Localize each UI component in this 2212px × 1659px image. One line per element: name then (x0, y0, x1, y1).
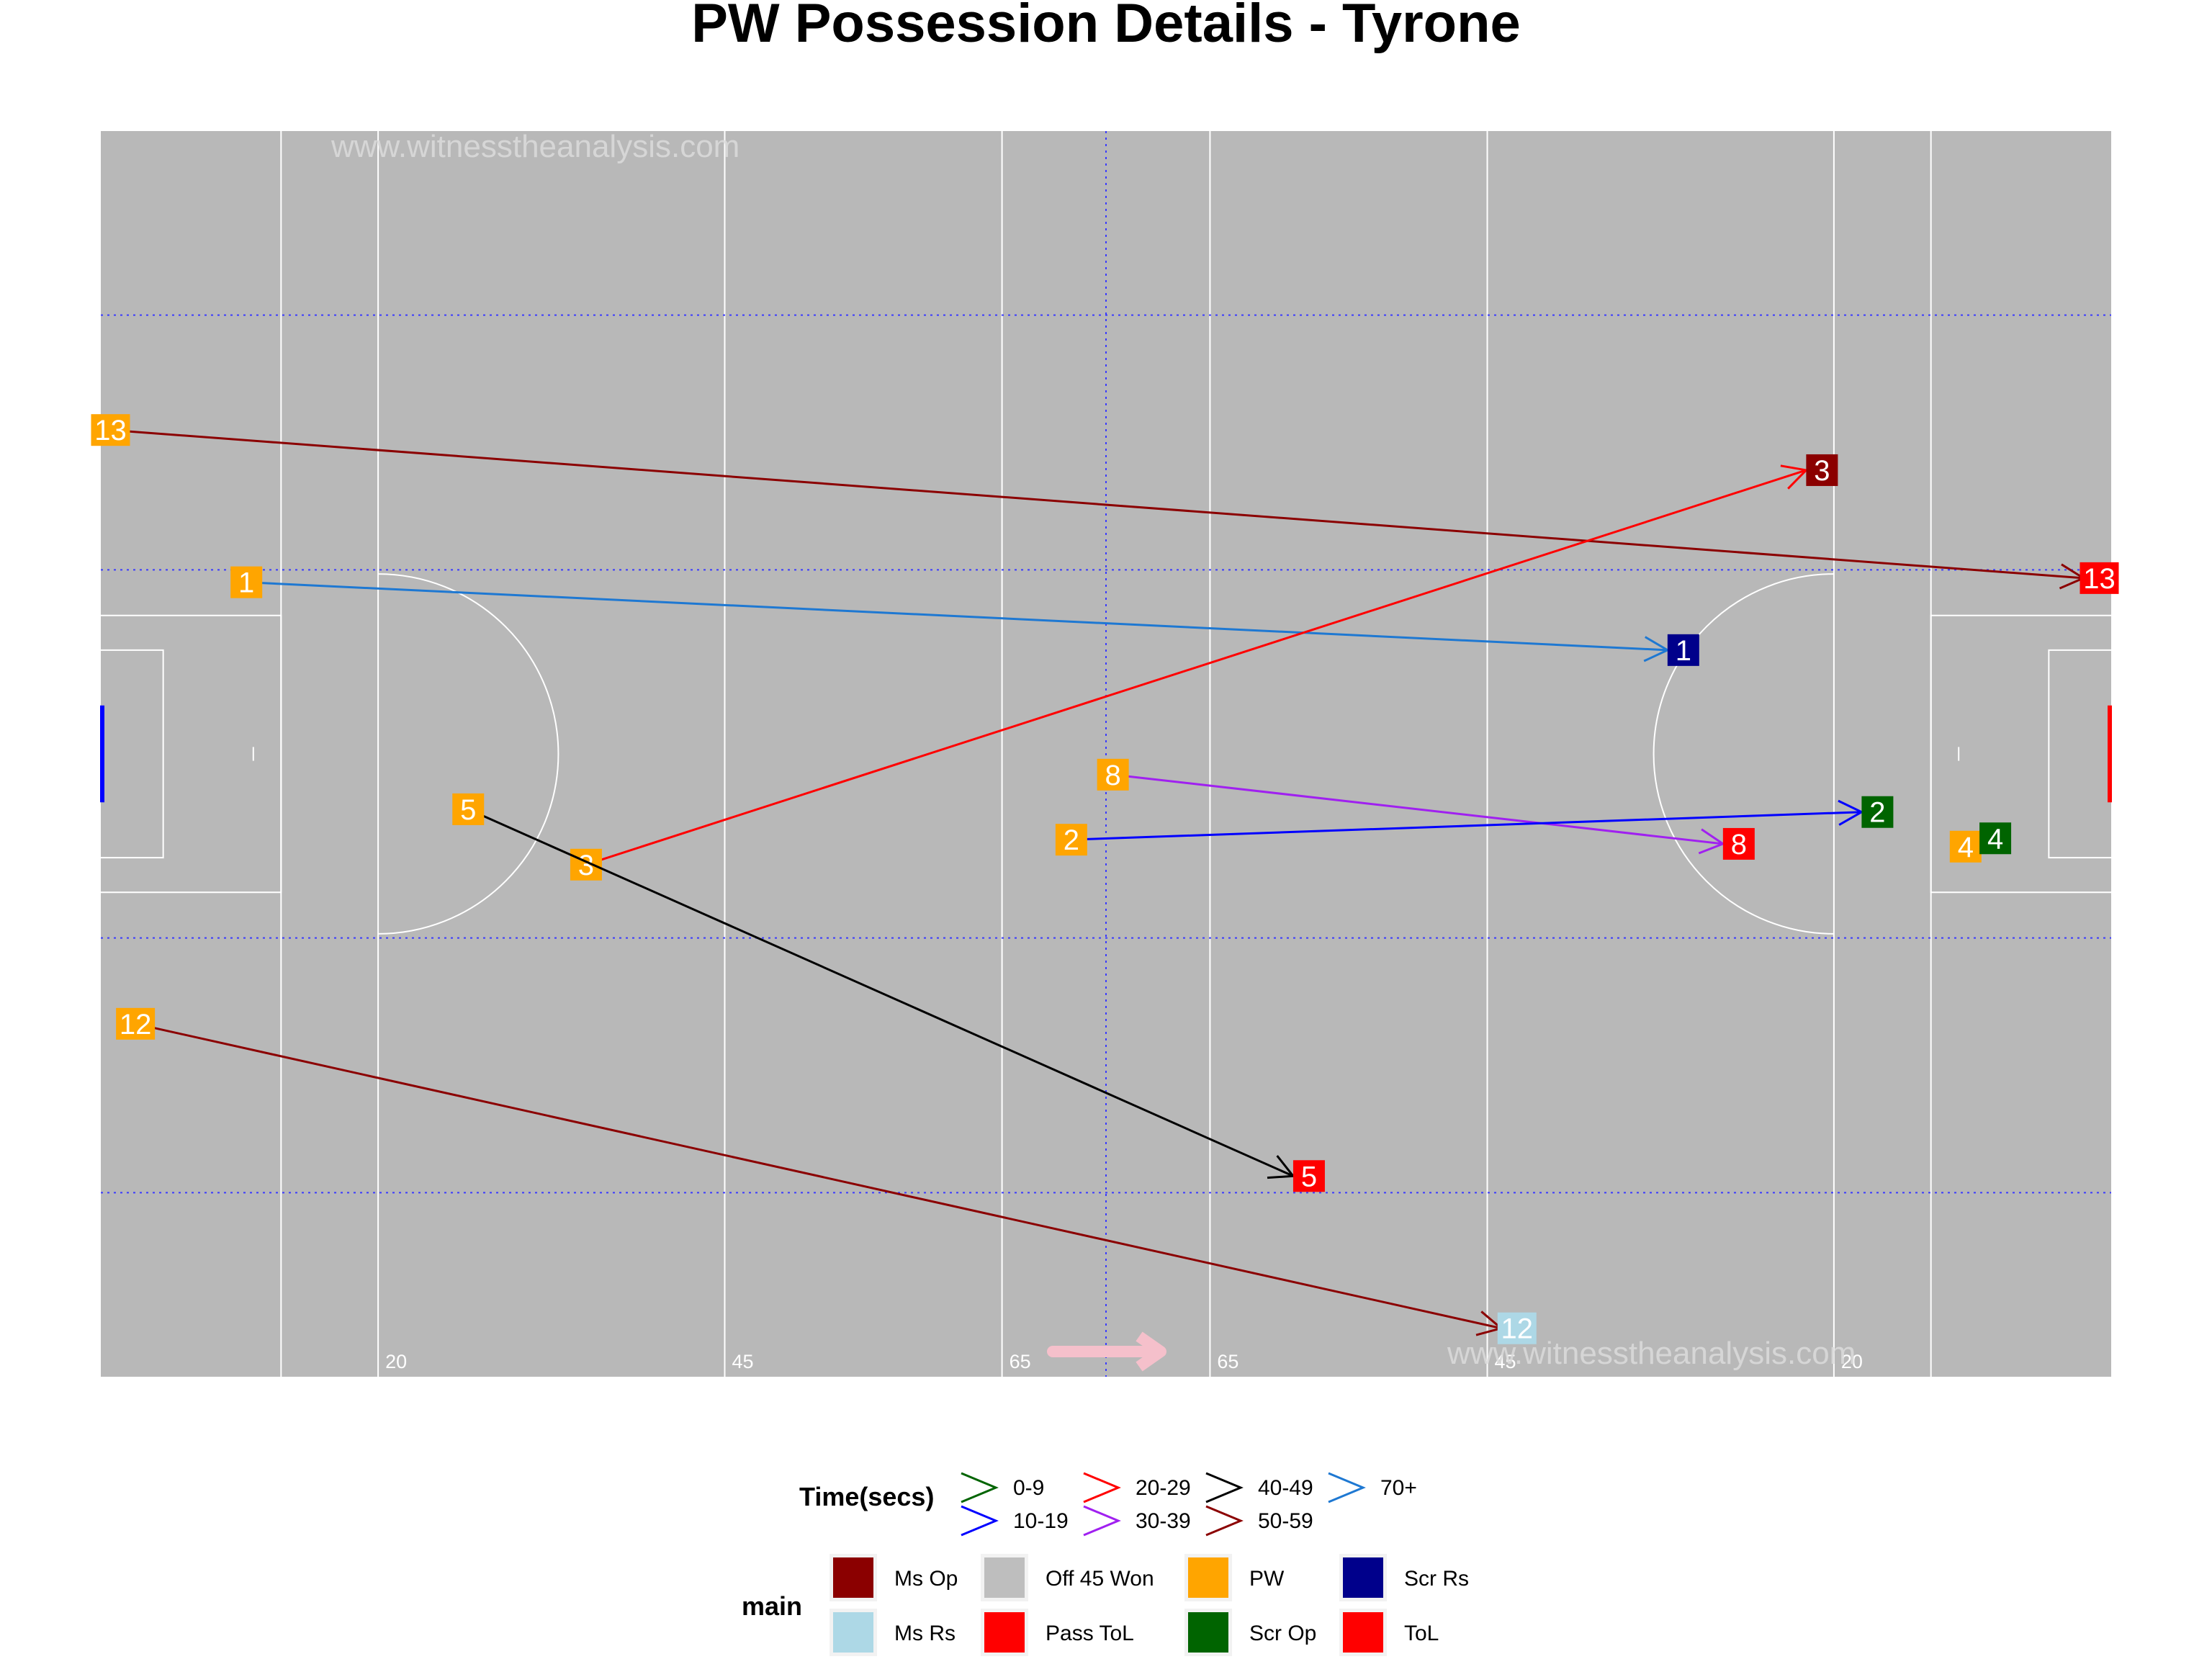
legend-time-key (961, 1505, 999, 1537)
legend-main-label: Ms Rs (894, 1622, 956, 1645)
legend-time-label: 50-59 (1258, 1509, 1313, 1533)
possession-start-marker-box (116, 1007, 156, 1040)
possession-end-marker-label: 5 (1301, 1161, 1317, 1192)
legend-time-label: 0-9 (1013, 1476, 1044, 1500)
possession-end-marker-label: 8 (1731, 829, 1747, 860)
legend-main-key (984, 1557, 1025, 1598)
possession-start-marker-label: 2 (1064, 824, 1079, 856)
legend-main-label: PW (1249, 1567, 1285, 1591)
possession-end-marker-label: 13 (2083, 563, 2116, 595)
pitch-marking-label: 45 (1495, 1351, 1516, 1372)
legend-time-key (1083, 1505, 1121, 1537)
possession-start-marker-label: 4 (1958, 832, 1974, 863)
legend-time-label: 20-29 (1136, 1476, 1191, 1500)
possession-start-marker-box (570, 848, 602, 881)
legend-main-label: Scr Op (1249, 1622, 1316, 1645)
large-rect-right (1930, 614, 2111, 894)
possession-end-marker-box (1667, 634, 1699, 666)
possession-start-marker-label: 8 (1105, 760, 1121, 791)
legend-time-label: 70+ (1380, 1476, 1417, 1500)
possession-end-marker-box (1861, 796, 1894, 828)
possession-end-marker-box (1806, 454, 1838, 486)
possession-start-marker-label: 5 (460, 794, 476, 826)
possession-start-marker-box (91, 414, 130, 446)
possession-end-marker-label: 4 (1987, 823, 2003, 855)
legend-time-key (1205, 1505, 1244, 1537)
small-rect-left (101, 649, 164, 859)
legend-main-label: Ms Op (894, 1567, 958, 1591)
possession-start-marker-box (1097, 758, 1129, 791)
direction-arrow (1047, 1331, 1166, 1372)
possession-start-marker-box (1949, 830, 1982, 863)
pitch-marking-label: 45 (732, 1351, 753, 1372)
legend-main-key (833, 1557, 873, 1598)
possession-line (135, 1022, 1502, 1330)
possession-end-marker-label: 2 (1869, 797, 1885, 829)
small-rect-right (2048, 649, 2111, 859)
legend-main-key (833, 1612, 873, 1653)
pitch-lines (100, 131, 2112, 1377)
arc-right (1653, 573, 1834, 935)
possession-start-marker-label: 13 (94, 415, 127, 446)
pitch-marking-label: 20 (385, 1351, 407, 1372)
legend-main-key (984, 1612, 1025, 1653)
pitch-labels: 20 45 65 65 45 20 (385, 1351, 1863, 1372)
possession-end-marker-box (1292, 1160, 1325, 1192)
legend-time-label: 10-19 (1013, 1509, 1069, 1533)
possession-end-marker-label: 1 (1676, 635, 1691, 667)
legend-main-label: Scr Rs (1404, 1567, 1469, 1591)
legend-main-key (1188, 1557, 1228, 1598)
possession-line (467, 808, 1294, 1177)
possession-line (585, 469, 1807, 866)
legend-time: Time(secs) 0-9 10-19 20-29 30-39 40-49 50-59 7… (799, 1472, 1417, 1537)
possession-start-marker-box (230, 566, 263, 598)
chart-title: PW Possession Details - Tyrone (691, 0, 1521, 54)
legend-time-key (1328, 1472, 1366, 1503)
legend-main-key (1188, 1612, 1228, 1653)
possession-line (110, 428, 2084, 580)
possession-start-marker-box (452, 793, 485, 825)
legend-time-key (961, 1472, 999, 1503)
possession-end-marker-box (1722, 827, 1755, 860)
possession-end-marker-label: 12 (1501, 1313, 1534, 1345)
large-rect-left (101, 614, 282, 894)
watermark-top: www.witnesstheanalysis.com (331, 129, 739, 164)
legend-main-key (1343, 1612, 1383, 1653)
legend-main: main Ms Op Ms Rs Off 45 Won Pass ToL PW Scr O… (742, 1554, 1469, 1656)
legend-time-label: 30-39 (1136, 1509, 1191, 1533)
possession-line (1112, 773, 1724, 845)
pitch-marking-label: 20 (1841, 1351, 1863, 1372)
possession-start-marker-label: 1 (238, 567, 254, 599)
possession-line (1071, 811, 1862, 841)
legend-main-label: Off 45 Won (1046, 1567, 1154, 1591)
legend-main-label: ToL (1404, 1622, 1439, 1645)
arc-left (378, 573, 559, 935)
legend-main-key (1343, 1557, 1383, 1598)
pitch-marking-label: 65 (1217, 1351, 1238, 1372)
possession-end-marker-box (1979, 822, 2012, 855)
legend-time-title: Time(secs) (799, 1482, 934, 1511)
possession-start-marker-label: 3 (578, 850, 594, 881)
legend-time-label: 40-49 (1258, 1476, 1313, 1500)
possession-line (246, 581, 1668, 652)
legend-main-label: Pass ToL (1046, 1622, 1134, 1645)
legend-time-key (1205, 1472, 1244, 1503)
possession-end-marker-box (1497, 1312, 1537, 1344)
legend-main-title: main (742, 1591, 802, 1621)
possession-end-marker-box (2080, 562, 2119, 594)
possession-start-marker-box (1055, 824, 1087, 856)
pitch-marking-label: 65 (1010, 1351, 1031, 1372)
possession-end-marker-label: 3 (1814, 455, 1830, 487)
legend-time-key (1083, 1472, 1121, 1503)
possession-start-marker-label: 12 (120, 1009, 152, 1040)
